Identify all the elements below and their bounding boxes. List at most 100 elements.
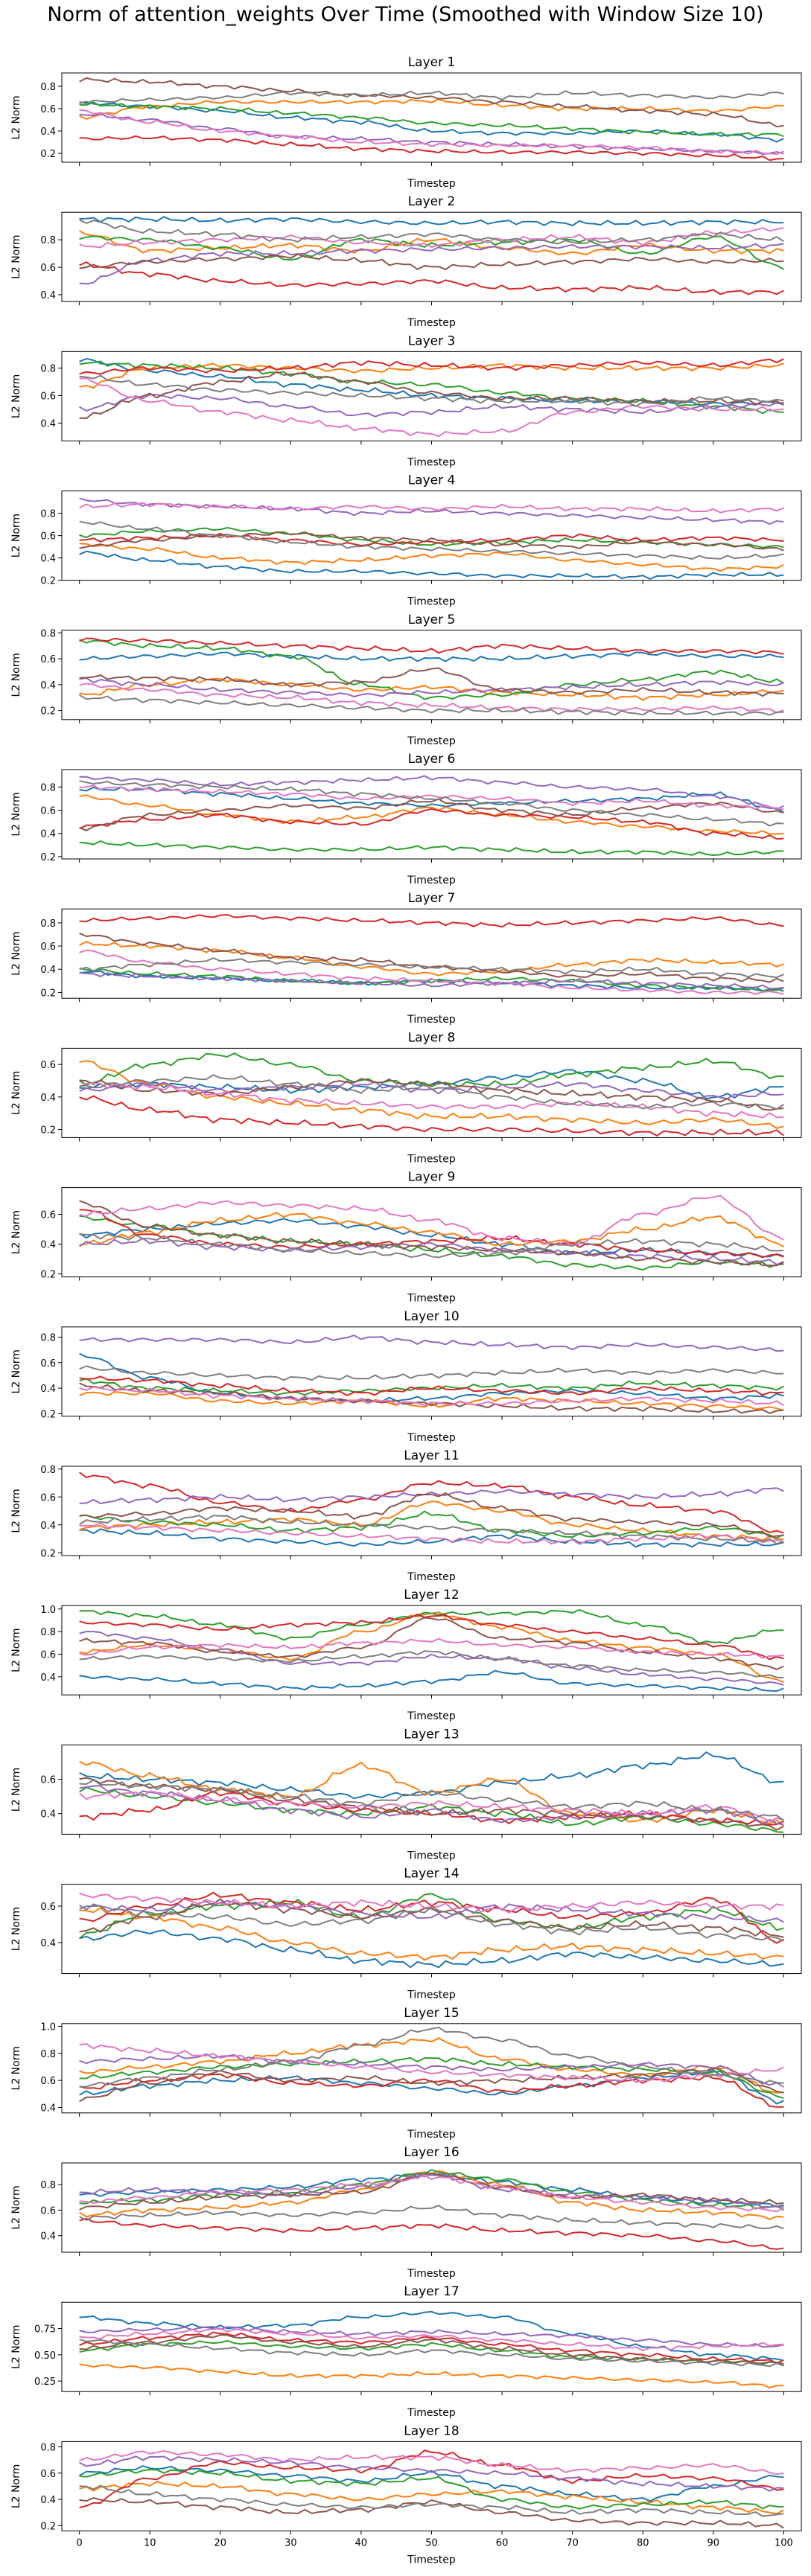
series-line-3 <box>79 2468 784 2510</box>
x-tick-label: 40 <box>355 2537 368 2548</box>
x-axis-label: Timestep <box>407 1989 456 2001</box>
plot-frame <box>61 1605 802 1696</box>
y-axis-label: L2 Norm <box>10 1349 22 1393</box>
subplot-title: Layer 7 <box>408 891 456 906</box>
series-line-7 <box>79 377 784 438</box>
y-tick-label: 0.8 <box>40 2442 56 2453</box>
y-tick-label: 0.8 <box>40 235 56 246</box>
y-axis-label: L2 Norm <box>10 792 22 836</box>
series-line-6 <box>79 253 784 271</box>
series-line-3 <box>79 967 784 992</box>
series-line-1 <box>79 651 784 662</box>
series-line-7 <box>79 784 784 811</box>
series-line-5 <box>79 775 784 811</box>
series-line-7 <box>79 949 784 995</box>
series-line-6 <box>79 531 784 552</box>
y-tick-label: 0.8 <box>40 1465 56 1476</box>
y-axis-label: L2 Norm <box>10 1489 22 1533</box>
y-tick-label: 0.8 <box>40 2180 56 2191</box>
series-line-2 <box>79 2037 784 2094</box>
series-line-6 <box>79 2067 784 2103</box>
x-axis-label: Timestep <box>407 2268 456 2280</box>
series-line-2 <box>79 1500 784 1541</box>
subplot-title: Layer 5 <box>408 613 456 627</box>
y-axis-label: L2 Norm <box>10 1210 22 1254</box>
subplot-title: Layer 4 <box>408 473 456 488</box>
figure-title: Norm of attention_weights Over Time (Smo… <box>47 3 764 26</box>
series-line-6 <box>79 371 784 420</box>
subplot-layer-6: Layer 6 L2 Norm Timestep 0.2 0.4 0.6 0.8 <box>10 752 802 886</box>
x-axis-label: Timestep <box>407 1710 456 1722</box>
series-line-3 <box>79 840 784 856</box>
subplot-title: Layer 2 <box>408 194 456 209</box>
y-tick-label: 0.4 <box>40 127 56 138</box>
series-line-1 <box>79 786 784 814</box>
series-line-4 <box>79 1471 784 1534</box>
y-tick-label: 0.4 <box>40 1809 56 1821</box>
subplot-title: Layer 11 <box>404 1448 459 1463</box>
series-line-6 <box>79 1617 784 1671</box>
series-line-8 <box>79 694 784 716</box>
y-axis-label: L2 Norm <box>10 235 22 279</box>
plot-frame <box>61 1326 802 1417</box>
series-line-7 <box>79 1521 784 1545</box>
y-axis-label: L2 Norm <box>10 2325 22 2369</box>
subplot-layer-7: Layer 7 L2 Norm Timestep 0.2 0.4 0.6 0.8 <box>10 891 802 1026</box>
series-line-5 <box>79 2455 784 2492</box>
series-line-2 <box>79 794 784 835</box>
x-axis-label: Timestep <box>407 1153 456 1165</box>
x-axis-label: Timestep <box>407 735 456 747</box>
y-tick-label: 0.6 <box>40 1060 56 1071</box>
plot-frame <box>61 1884 802 1975</box>
plot-frame <box>61 908 802 999</box>
series-line-7 <box>79 2043 784 2083</box>
y-tick-label: 0.4 <box>40 1672 56 1684</box>
series-line-2 <box>79 2363 784 2389</box>
x-axis-label: Timestep <box>407 456 456 468</box>
plot-frame <box>61 72 802 163</box>
series-line-1 <box>79 357 784 407</box>
series-line-2 <box>79 1060 784 1129</box>
y-axis-label: L2 Norm <box>10 1071 22 1115</box>
series-line-8 <box>79 1515 784 1545</box>
series-line-7 <box>79 1386 784 1407</box>
x-axis-label: Timestep <box>407 1432 456 1444</box>
series-line-7 <box>79 683 784 714</box>
y-tick-label: 0.8 <box>40 782 56 793</box>
series-line-3 <box>79 101 784 138</box>
series-line-8 <box>79 1650 784 1679</box>
y-tick-label: 0.6 <box>40 1775 56 1786</box>
plot-frame <box>61 630 802 720</box>
subplot-layer-12: Layer 12 L2 Norm Timestep 0.4 0.6 0.8 1.0 <box>10 1588 802 1722</box>
y-tick-label: 1.0 <box>40 1605 56 1616</box>
x-tick-label: 0 <box>77 2537 83 2548</box>
y-axis-label: L2 Norm <box>10 1907 22 1951</box>
subplot-title: Layer 10 <box>404 1309 459 1324</box>
series-line-7 <box>79 502 784 514</box>
y-tick-label: 0.6 <box>40 1650 56 1661</box>
series-line-8 <box>79 2484 784 2517</box>
y-tick-label: 0.4 <box>40 1521 56 1532</box>
series-line-6 <box>79 932 784 983</box>
y-tick-label: 0.4 <box>40 290 56 301</box>
y-axis-label: L2 Norm <box>10 2185 22 2229</box>
series-line-7 <box>79 2449 784 2476</box>
series-line-6 <box>79 667 784 697</box>
subplot-title: Layer 18 <box>404 2423 459 2438</box>
series-line-5 <box>79 394 784 418</box>
subplot-title: Layer 6 <box>408 752 456 767</box>
series-line-4 <box>79 135 784 162</box>
y-tick-label: 0.2 <box>40 1548 56 1559</box>
series-line-6 <box>79 1078 784 1111</box>
plot-frame <box>61 769 802 860</box>
series-line-7 <box>79 1790 784 1823</box>
subplot-layer-16: Layer 16 L2 Norm Timestep 0.4 0.6 0.8 <box>10 2145 802 2280</box>
series-line-8 <box>79 1233 784 1259</box>
y-tick-label: 0.6 <box>40 391 56 402</box>
series-line-5 <box>79 2325 784 2348</box>
subplot-layer-3: Layer 3 L2 Norm Timestep 0.4 0.6 0.8 <box>10 333 802 468</box>
series-line-1 <box>79 1751 784 1800</box>
subplot-title: Layer 8 <box>408 1030 456 1045</box>
x-tick-label: 50 <box>425 2537 438 2548</box>
y-axis-label: L2 Norm <box>10 2046 22 2090</box>
